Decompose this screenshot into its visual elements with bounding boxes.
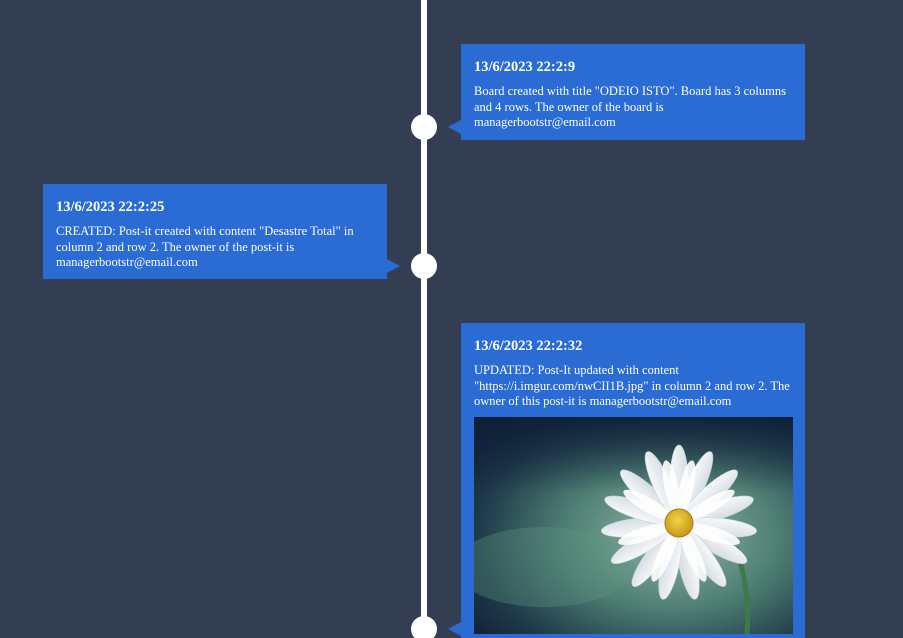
timeline-event-card: 13/6/2023 22:2:9 Board created with titl… [461,44,805,140]
event-message: UPDATED: Post-It updated with content "h… [474,363,790,408]
timeline-node [411,616,437,638]
timeline-event-card: 13/6/2023 22:2:32 UPDATED: Post-It updat… [461,323,805,638]
event-message: CREATED: Post-it created with content "D… [56,224,354,269]
timeline-event-card: 13/6/2023 22:2:25 CREATED: Post-it creat… [43,184,387,279]
daisy-photo [474,416,793,634]
event-timestamp: 13/6/2023 22:2:25 [56,199,165,215]
card-pointer [448,622,461,636]
timeline-node [411,253,437,279]
timeline-node [411,114,437,140]
card-pointer [448,120,461,134]
timeline-line [421,0,427,638]
event-timestamp: 13/6/2023 22:2:9 [474,59,576,75]
event-timestamp: 13/6/2023 22:2:32 [474,338,583,354]
event-message: Board created with title "ODEIO ISTO". B… [474,84,786,129]
card-pointer [387,259,400,273]
